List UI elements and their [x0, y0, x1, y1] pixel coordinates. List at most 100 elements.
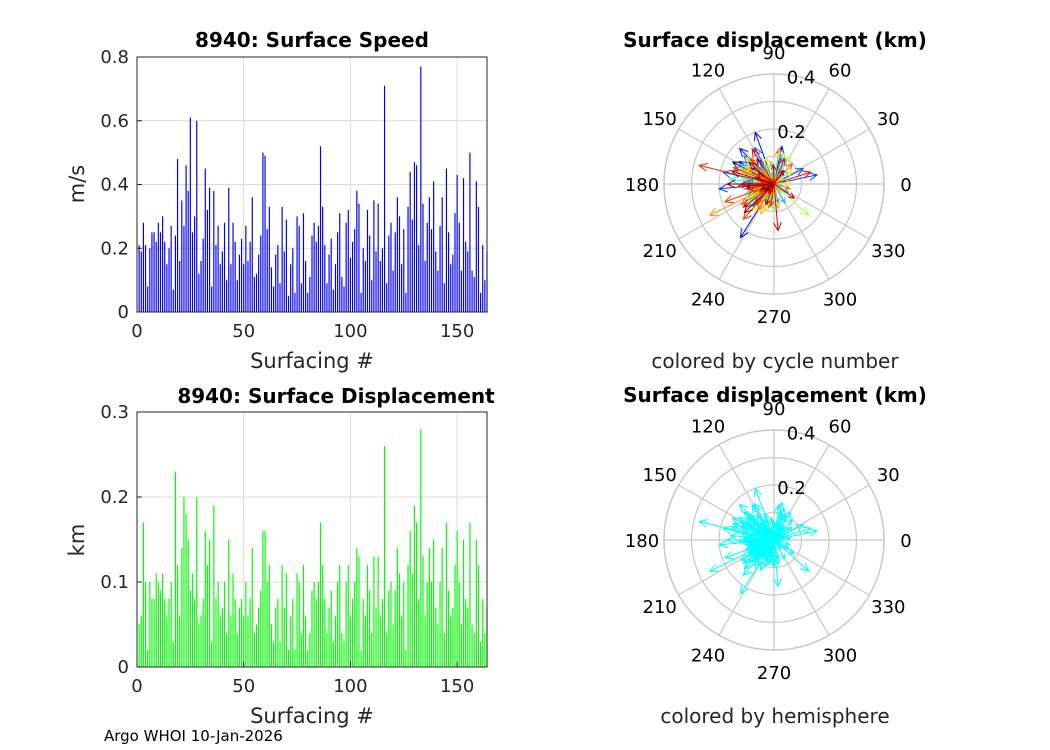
bar [471, 270, 473, 312]
polar-angle-label: 30 [877, 109, 900, 130]
bar [332, 289, 334, 312]
bar [179, 261, 181, 312]
displacement-arrow [773, 536, 792, 542]
bar [174, 235, 177, 312]
bar [433, 539, 435, 667]
bar [371, 633, 373, 667]
bar [424, 616, 426, 667]
bar [219, 616, 221, 667]
polar-angle-label: 90 [763, 399, 786, 420]
bar [403, 582, 405, 667]
bar [351, 599, 354, 667]
displacement-arrow [773, 169, 784, 185]
y-tick-label: 0.1 [100, 572, 129, 593]
bar [162, 573, 164, 667]
displacement-arrow [773, 183, 796, 199]
y-tick-label: 0.2 [100, 238, 129, 259]
bar [456, 531, 458, 667]
bar [388, 235, 390, 312]
bar [445, 168, 448, 312]
bar [217, 225, 219, 312]
bar [208, 187, 211, 312]
bar [279, 641, 281, 667]
polar-angle-label: 60 [829, 61, 852, 82]
bar [452, 607, 454, 667]
bar [386, 283, 388, 312]
bar [339, 565, 341, 667]
bar [147, 286, 149, 312]
bar [243, 616, 245, 667]
bar [471, 624, 473, 667]
bar [420, 429, 422, 667]
bar [266, 229, 268, 312]
polar-angle-label: 0 [900, 175, 911, 196]
bar [430, 229, 433, 312]
displacement-arrow [751, 504, 775, 541]
polar-angle-label: 240 [691, 289, 725, 310]
bar [232, 573, 234, 667]
displacement-arrow [773, 503, 783, 541]
polar-angle-label: 150 [643, 109, 677, 130]
y-tick-label: 0.6 [100, 111, 129, 132]
displacement-arrow [773, 513, 786, 541]
x-tick-label: 150 [440, 321, 474, 342]
polar-angle-label: 210 [643, 241, 677, 262]
bar [262, 152, 264, 312]
bar [364, 261, 366, 312]
bar [272, 641, 275, 667]
bar [362, 248, 364, 312]
bar [253, 276, 255, 312]
bar [309, 633, 311, 667]
x-tick-label: 100 [333, 321, 367, 342]
bar [452, 254, 454, 312]
bar [245, 582, 247, 667]
bar [202, 599, 204, 667]
bar [149, 248, 151, 312]
bar [398, 573, 401, 667]
bar [480, 641, 482, 667]
bar [311, 590, 313, 667]
bar [409, 531, 411, 667]
bar [454, 213, 456, 312]
bar [430, 582, 433, 667]
bar [142, 522, 144, 667]
bar [377, 203, 379, 312]
bar [251, 548, 253, 667]
bar [339, 213, 341, 312]
y-tick-label: 0.2 [100, 487, 129, 508]
polar-angle-label: 240 [691, 645, 725, 666]
bar [153, 232, 155, 312]
displacement-arrow [770, 163, 777, 185]
bar [435, 251, 437, 312]
bar [153, 599, 155, 667]
bar [211, 641, 213, 667]
bar [305, 261, 307, 312]
bar [467, 251, 469, 312]
bar [260, 235, 262, 312]
bar [187, 539, 189, 667]
bar [228, 187, 230, 312]
bar [358, 556, 360, 667]
bar [484, 280, 486, 312]
bar [262, 531, 264, 667]
bar [281, 206, 283, 312]
bar [300, 283, 302, 312]
bar [157, 222, 159, 312]
bar [441, 548, 443, 667]
bar [469, 522, 471, 667]
displacement-arrow [726, 535, 774, 545]
bar [311, 235, 313, 312]
displacement-arrow [773, 539, 782, 588]
bar [294, 292, 296, 312]
displacement-arrow [773, 526, 812, 541]
bar [191, 232, 194, 312]
bar [292, 599, 294, 667]
bar [290, 264, 292, 312]
polar-displacement-by-hemisphere: Surface displacement (km) 0 30 60 90 120 150 1… [623, 383, 927, 728]
bar [138, 624, 140, 667]
bar [200, 261, 202, 312]
bar [435, 607, 437, 667]
bar [206, 210, 209, 312]
polar-displacement-by-cycle: Surface displacement (km) 0 30 60 90 120 150 1… [623, 28, 927, 373]
bar [219, 264, 221, 312]
